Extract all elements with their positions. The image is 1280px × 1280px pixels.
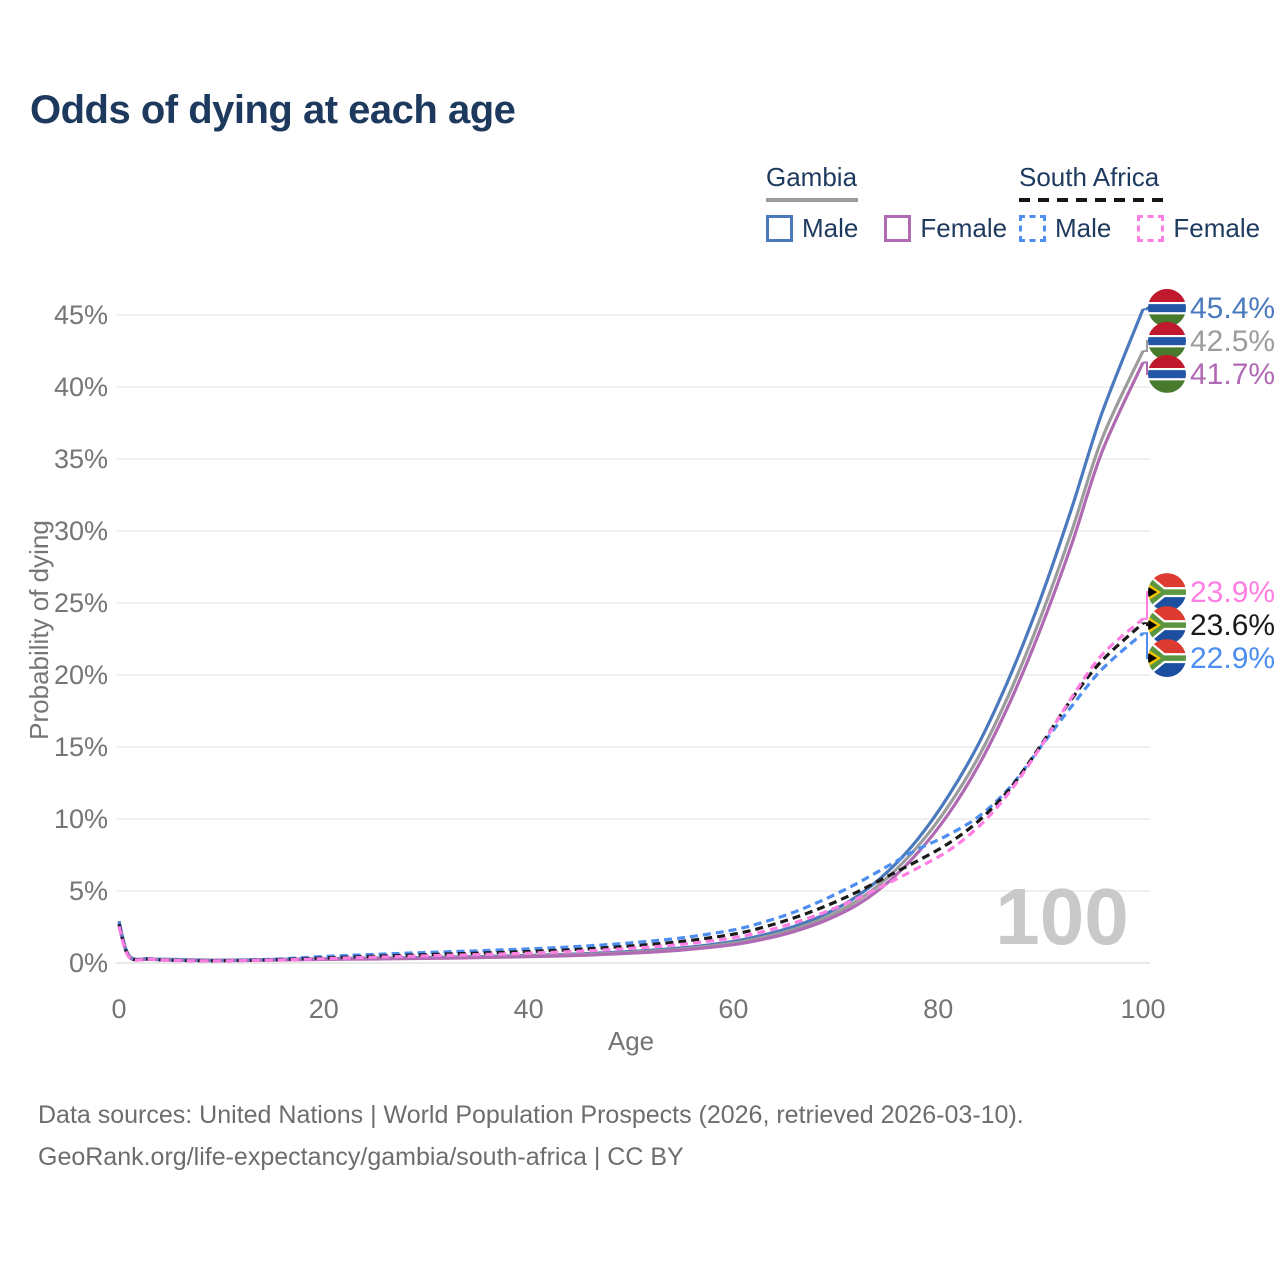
y-tick-label: 40% xyxy=(54,372,108,402)
y-tick-label: 0% xyxy=(69,948,108,978)
legend-south-africa-label: South Africa xyxy=(1019,162,1160,192)
legend-item-gambia-male: Male xyxy=(766,213,858,244)
end-label-value-south-africa-both: 23.6% xyxy=(1190,609,1275,642)
legend-group-south-africa: South Africa Male Female xyxy=(1019,162,1260,244)
legend-group-gambia: Gambia Male Female xyxy=(766,162,1007,244)
gambia-flag-icon xyxy=(1148,321,1186,360)
south-africa-female-swatch-icon xyxy=(1137,215,1165,242)
legend-item-south-africa-female: Female xyxy=(1137,213,1260,244)
series-line-south-africa-female xyxy=(117,617,1145,963)
x-axis-title: Age xyxy=(608,1026,654,1056)
legend: Gambia Male Female South Africa Male xyxy=(0,162,1280,252)
gambia-female-swatch-icon xyxy=(884,215,912,242)
x-tick-label: 80 xyxy=(923,994,953,1024)
series-line-gambia-female xyxy=(117,361,1145,963)
legend-label-south-africa-female: Female xyxy=(1173,213,1261,243)
series-line-gambia-male xyxy=(117,308,1145,962)
series-line-gambia-both xyxy=(117,350,1145,963)
y-tick-label: 5% xyxy=(69,876,108,906)
y-tick-label: 45% xyxy=(54,300,108,330)
source-link-text: GeoRank.org/life-expectancy/gambia/south… xyxy=(38,1143,684,1171)
y-tick-label: 20% xyxy=(54,660,108,690)
legend-label-gambia-male: Male xyxy=(802,213,859,243)
x-tick-label: 40 xyxy=(514,994,544,1024)
south-africa-flag-icon xyxy=(1148,573,1186,612)
y-axis-title: Probability of dying xyxy=(24,520,54,740)
end-label-value-south-africa-female: 23.9% xyxy=(1190,576,1275,609)
x-tick-label: 0 xyxy=(111,994,126,1024)
legend-gambia-label: Gambia xyxy=(766,162,858,192)
south-africa-flag-icon xyxy=(1148,606,1186,645)
x-tick-label: 60 xyxy=(718,994,748,1024)
series-line-south-africa-male xyxy=(117,632,1145,963)
end-label-value-gambia-both: 42.5% xyxy=(1190,325,1275,358)
gambia-line-sample xyxy=(766,198,858,202)
legend-label-gambia-female: Female xyxy=(920,213,1008,243)
y-tick-label: 30% xyxy=(54,516,108,546)
end-label-value-gambia-female: 41.7% xyxy=(1190,358,1275,391)
south-africa-male-swatch-icon xyxy=(1019,215,1046,242)
gambia-flag-icon xyxy=(1148,354,1186,393)
y-tick-label: 15% xyxy=(54,732,108,762)
x-tick-label: 20 xyxy=(309,994,339,1024)
y-tick-label: 35% xyxy=(54,444,108,474)
end-label-value-gambia-male: 45.4% xyxy=(1190,292,1275,325)
legend-item-south-africa-male: Male xyxy=(1019,213,1111,244)
series-line-south-africa-both xyxy=(117,622,1145,963)
line-chart: 0% 5% 10% 15% 20% 25% 30% 35% 40% 45% 0 20 40 60 80 100… xyxy=(24,288,1275,1056)
age-watermark: 100 xyxy=(995,872,1128,961)
data-sources-text: Data sources: United Nations | World Pop… xyxy=(38,1101,1024,1129)
legend-item-gambia-female: Female xyxy=(884,213,1007,244)
y-tick-label: 25% xyxy=(54,588,108,618)
page-title: Odds of dying at each age xyxy=(30,88,516,132)
footer: Data sources: United Nations | World Pop… xyxy=(38,1094,1024,1178)
y-tick-label: 10% xyxy=(54,804,108,834)
end-label-value-south-africa-male: 22.9% xyxy=(1190,642,1275,675)
south-africa-flag-icon xyxy=(1148,639,1186,678)
legend-label-south-africa-male: Male xyxy=(1055,213,1112,243)
x-tick-label: 100 xyxy=(1120,994,1165,1024)
gambia-flag-icon xyxy=(1148,288,1186,327)
gambia-male-swatch-icon xyxy=(766,215,793,242)
south-africa-line-sample xyxy=(1019,198,1163,202)
